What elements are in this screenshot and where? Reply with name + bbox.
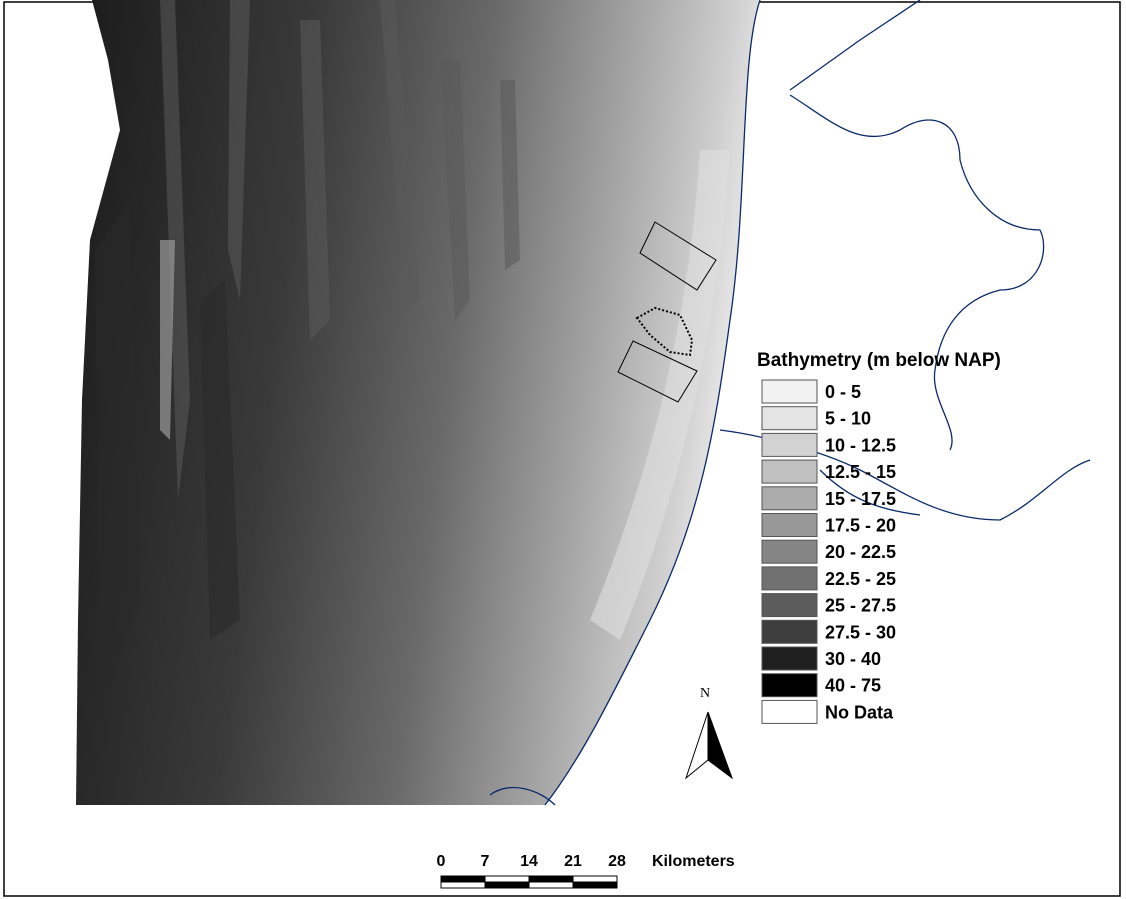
legend-label: 25 - 27.5 (825, 596, 896, 616)
legend-swatch (762, 540, 817, 563)
legend-swatch (762, 647, 817, 670)
legend-label: No Data (825, 702, 894, 722)
scale-segment (485, 882, 529, 888)
legend-label: 0 - 5 (825, 382, 861, 402)
legend-label: 40 - 75 (825, 676, 881, 696)
legend-swatch (762, 700, 817, 723)
legend-swatch (762, 487, 817, 510)
legend-swatch (762, 380, 817, 403)
scale-segment (485, 876, 529, 882)
scale-tick-label: 7 (481, 853, 490, 870)
legend-label: 5 - 10 (825, 409, 871, 429)
legend-label: 22.5 - 25 (825, 569, 896, 589)
legend-label: 30 - 40 (825, 649, 881, 669)
legend-label: 15 - 17.5 (825, 489, 896, 509)
scale-segment (573, 876, 617, 882)
scale-tick-label: 21 (564, 853, 582, 870)
legend-label: 17.5 - 20 (825, 516, 896, 536)
legend-label: 12.5 - 15 (825, 462, 896, 482)
scale-segment (529, 882, 573, 888)
north-label: N (700, 686, 710, 701)
legend-swatch (762, 433, 817, 456)
map-layout: N Bathymetry (m below NAP) 0 - 5 5 - 10 10… (0, 0, 1126, 899)
scale-tick-label: 0 (437, 853, 446, 870)
scale-tick-label: 28 (608, 853, 626, 870)
legend-swatch (762, 674, 817, 697)
scale-segment (441, 876, 485, 882)
legend-swatch (762, 514, 817, 537)
legend-swatch (762, 594, 817, 617)
legend-swatch (762, 460, 817, 483)
scale-segment (573, 882, 617, 888)
legend-label: 20 - 22.5 (825, 542, 896, 562)
legend-swatch (762, 407, 817, 430)
legend-title: Bathymetry (m below NAP) (757, 350, 1001, 371)
scale-segment (441, 882, 485, 888)
legend-swatch (762, 567, 817, 590)
legend-label: 27.5 - 30 (825, 622, 896, 642)
scale-unit: Kilometers (652, 853, 735, 870)
scale-tick-label: 14 (520, 853, 538, 870)
legend-swatch (762, 620, 817, 643)
legend-label: 10 - 12.5 (825, 435, 896, 455)
scale-segment (529, 876, 573, 882)
